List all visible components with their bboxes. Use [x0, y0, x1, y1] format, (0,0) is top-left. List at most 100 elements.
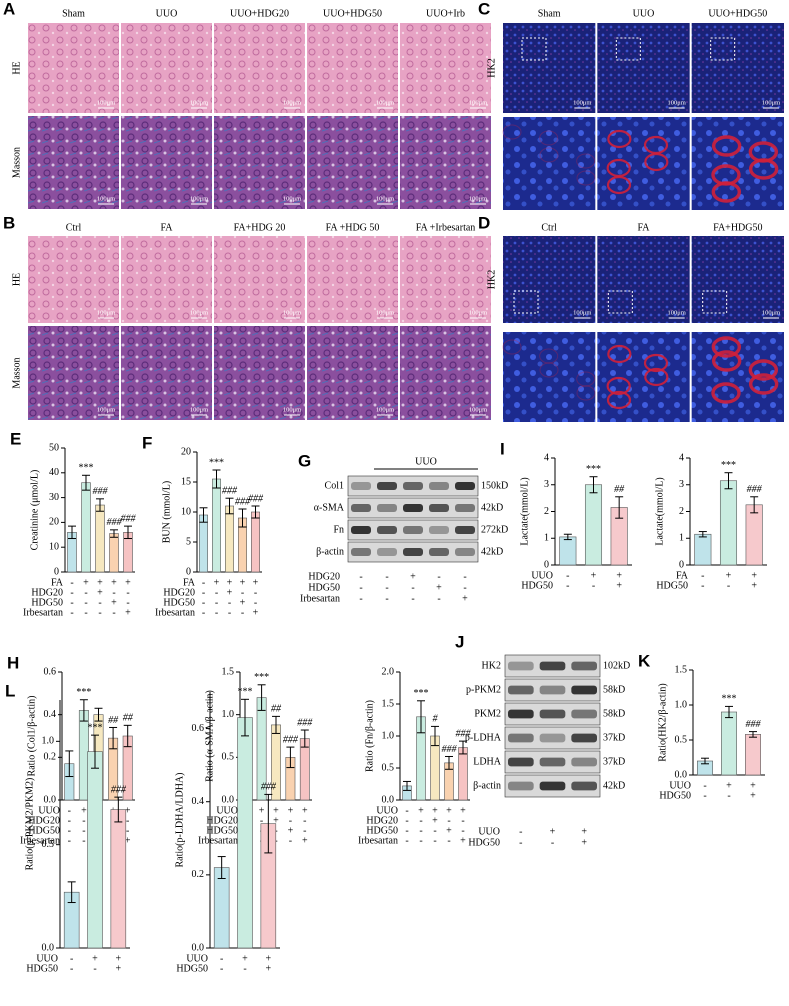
scale-label: 100μm	[668, 309, 686, 316]
stain	[606, 376, 631, 396]
y-tick-label: 0.0	[222, 794, 235, 805]
significance: ***	[209, 457, 224, 468]
stain	[539, 362, 559, 378]
bar	[199, 514, 208, 573]
blot-strip	[504, 678, 601, 702]
column-header: UUO+Irb	[426, 8, 465, 19]
size-label: 42kD	[603, 780, 625, 791]
significance: ***	[721, 460, 736, 471]
panel-letter: I	[500, 439, 505, 458]
treatment-sign: +	[273, 805, 279, 816]
treatment-sign: -	[84, 587, 87, 598]
band	[377, 504, 397, 512]
treatment-sign: -	[411, 582, 414, 593]
scale-label: 100μm	[762, 309, 780, 316]
treatment-label: HDG50	[31, 597, 63, 608]
protein-label: LDHA	[473, 756, 502, 767]
bar	[299, 738, 310, 801]
treatment-label: HDG50	[656, 580, 688, 591]
treatment-sign: +	[751, 570, 757, 581]
band	[377, 526, 397, 534]
y-tick-label: 0.5	[222, 752, 235, 763]
panel-letter: J	[455, 632, 464, 651]
treatment-sign: -	[701, 570, 704, 581]
significance: ***	[414, 688, 429, 699]
treatment-sign: +	[273, 815, 279, 826]
treatment-sign: -	[243, 963, 246, 974]
panel-letter: F	[142, 433, 152, 452]
treatment-sign: +	[616, 580, 622, 591]
scale-label: 100μm	[283, 195, 301, 202]
column-header: UUO+HDG20	[230, 8, 289, 19]
zoom-box	[607, 290, 633, 314]
treatment-label: Irbesartan	[300, 593, 340, 604]
protein-label: β-actin	[316, 546, 344, 557]
scale-label: 100μm	[97, 406, 115, 413]
significance: ###	[442, 744, 458, 755]
bar	[694, 533, 712, 566]
treatment-sign: -	[82, 815, 85, 826]
micrograph	[503, 117, 596, 210]
treatment-sign: -	[727, 580, 730, 591]
treatment-sign: -	[703, 790, 706, 801]
y-tick-label: 0.4	[192, 796, 205, 807]
treatment-sign: +	[302, 835, 308, 846]
size-label: 58kD	[603, 708, 625, 719]
treatment-sign: +	[460, 835, 466, 846]
panel-letter: D	[478, 213, 490, 232]
treatment-sign: -	[68, 805, 71, 816]
treatment-sign: -	[405, 805, 408, 816]
y-tick-label: 5	[186, 536, 191, 547]
y-tick-label: 30	[49, 492, 59, 503]
treatment-sign: -	[215, 607, 218, 618]
treatment-sign: -	[385, 571, 388, 582]
band	[403, 482, 423, 490]
bar	[110, 809, 127, 949]
protein-label: β-actin	[473, 780, 501, 791]
treatment-sign: -	[215, 587, 218, 598]
band	[455, 526, 475, 534]
treatment-sign: -	[419, 825, 422, 836]
bar	[225, 505, 234, 573]
zoom-box	[513, 290, 539, 314]
stain	[576, 170, 596, 186]
band	[351, 482, 371, 490]
micrograph	[28, 326, 119, 420]
y-tick-label: 20	[181, 446, 191, 457]
column-header: Ctrl	[66, 222, 82, 233]
treatment-sign: -	[419, 835, 422, 846]
stain	[748, 359, 779, 381]
treatment-sign: +	[214, 577, 220, 588]
stain	[539, 130, 559, 146]
treatment-sign: -	[701, 580, 704, 591]
treatment-sign: +	[446, 805, 452, 816]
panel-letter: G	[298, 451, 311, 470]
scale-label: 100μm	[469, 195, 487, 202]
micrograph	[214, 23, 305, 113]
y-tick-label: 0.0	[44, 794, 57, 805]
treatment-sign: -	[70, 953, 73, 964]
treatment-label: Irbesartan	[23, 607, 63, 618]
stain	[607, 344, 632, 364]
treatment-sign: -	[70, 577, 73, 588]
stain	[711, 336, 742, 358]
treatment-sign: -	[461, 825, 464, 836]
significance: ###	[456, 728, 472, 739]
treatment-label: Irbesartan	[358, 835, 398, 846]
treatment-sign: -	[447, 835, 450, 846]
panel-letter: C	[478, 0, 490, 18]
treatment-sign: +	[227, 587, 233, 598]
micrograph	[28, 116, 119, 209]
treatment-sign: -	[84, 597, 87, 608]
significance: ###	[248, 493, 264, 504]
significance: ##	[123, 713, 134, 724]
band	[571, 661, 597, 671]
y-tick-label: 15	[181, 476, 191, 487]
column-header: Sham	[538, 8, 561, 19]
scale-label: 100μm	[668, 99, 686, 106]
micrograph	[400, 236, 491, 323]
micrograph	[503, 332, 596, 422]
y-tick-label: 0.6	[44, 666, 57, 677]
treatment-sign: +	[446, 825, 452, 836]
micrograph	[400, 326, 491, 420]
